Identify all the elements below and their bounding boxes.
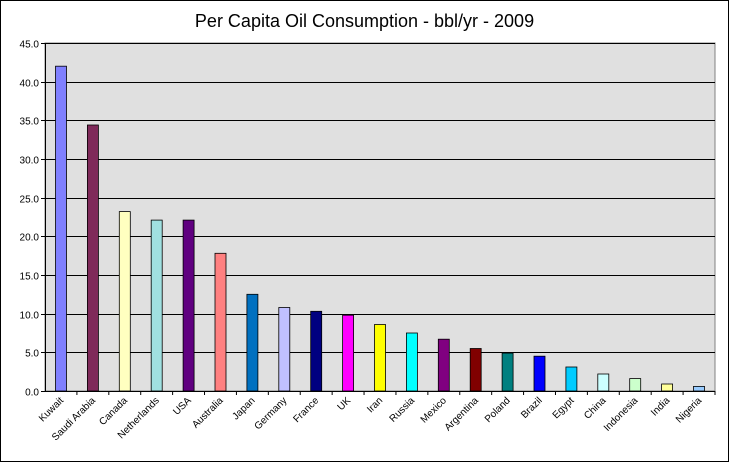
bar-japan — [246, 293, 259, 392]
x-tick-label: Japan — [230, 395, 257, 422]
x-tick-label: Iran — [365, 395, 385, 415]
bar-kuwait — [55, 65, 67, 392]
chart-title: Per Capita Oil Consumption - bbl/yr - 20… — [194, 11, 535, 31]
bar-poland — [501, 352, 514, 392]
x-tick-label: Poland — [483, 395, 513, 425]
bar-canada — [118, 211, 131, 392]
x-tick-label: Indonesia — [602, 395, 641, 434]
bar-mexico — [437, 338, 450, 392]
bar-australia — [214, 252, 227, 392]
x-tick-label: Russia — [388, 395, 418, 425]
x-tick-label: Argentina — [443, 395, 481, 433]
x-tick-label: Brazil — [519, 395, 544, 420]
bar-uk — [342, 314, 355, 392]
x-tick-label: USA — [171, 395, 194, 418]
y-tick-label: 20.0 — [20, 233, 40, 244]
x-tick-label: China — [582, 395, 609, 422]
x-tick-label: France — [292, 395, 322, 425]
y-tick-label: 0.0 — [25, 388, 39, 399]
y-tick-label: 40.0 — [20, 79, 40, 90]
bar-argentina — [469, 348, 482, 392]
bar-germany — [278, 307, 291, 392]
bar-india — [661, 383, 673, 392]
y-tick-label: 25.0 — [20, 195, 40, 206]
bar-netherlands — [150, 219, 163, 392]
bar-saudi-arabia — [87, 124, 99, 392]
bar-france — [310, 310, 323, 392]
bar-indonesia — [629, 378, 642, 392]
x-tick-label: Kuwait — [37, 395, 66, 424]
bar-iran — [374, 324, 386, 392]
y-tick-label: 35.0 — [20, 117, 40, 128]
bar-usa — [182, 219, 195, 392]
bar-egypt — [565, 366, 578, 392]
x-tick-label: Mexico — [419, 395, 449, 425]
y-tick-label: 15.0 — [20, 272, 40, 283]
y-tick-label: 10.0 — [20, 311, 40, 322]
bar-russia — [405, 332, 418, 392]
y-tick-label: 45.0 — [20, 40, 40, 51]
x-tick-label: Egypt — [551, 395, 577, 421]
x-tick-label: Australia — [190, 395, 226, 431]
bar-china — [597, 373, 610, 392]
bar-nigeria — [693, 385, 705, 392]
y-tick-label: 5.0 — [25, 349, 39, 360]
y-tick-label: 30.0 — [20, 156, 40, 167]
bar-brazil — [533, 355, 546, 392]
x-tick-label: Germany — [253, 395, 290, 432]
x-tick-label: Nigeria — [674, 395, 704, 425]
x-tick-label: India — [649, 395, 672, 418]
x-tick-label: UK — [336, 395, 354, 413]
